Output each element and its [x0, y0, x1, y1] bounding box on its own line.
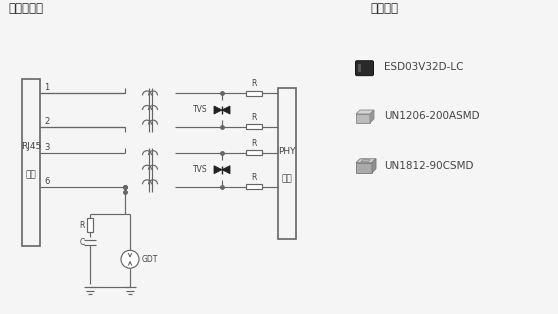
Bar [87, 219, 93, 232]
Text: C: C [79, 238, 85, 247]
Text: RJ45: RJ45 [21, 142, 41, 150]
Text: 芯片: 芯片 [282, 174, 292, 183]
Bar [246, 184, 262, 189]
Text: R: R [251, 139, 257, 148]
Text: R: R [251, 173, 257, 182]
Text: R: R [251, 113, 257, 122]
Text: 接口: 接口 [26, 170, 36, 179]
Polygon shape [222, 106, 230, 114]
Bar [22, 79, 40, 246]
Bar [246, 91, 262, 95]
Text: TVS: TVS [193, 165, 208, 174]
Text: 产品外观: 产品外观 [370, 3, 398, 15]
FancyBboxPatch shape [355, 61, 373, 76]
Polygon shape [356, 110, 374, 114]
Polygon shape [222, 166, 230, 174]
Polygon shape [214, 106, 222, 114]
Text: GDT: GDT [142, 255, 158, 264]
Text: 3: 3 [44, 143, 49, 152]
Text: TVS: TVS [193, 106, 208, 115]
Text: 1: 1 [44, 83, 49, 92]
Circle shape [121, 250, 139, 268]
Bar [246, 150, 262, 155]
Text: 2: 2 [44, 117, 49, 126]
Text: 6: 6 [44, 177, 49, 186]
Bar [358, 64, 361, 72]
Text: PHY: PHY [278, 147, 296, 156]
Text: UN1206-200ASMD: UN1206-200ASMD [384, 111, 480, 122]
Polygon shape [214, 166, 222, 174]
Polygon shape [356, 159, 376, 163]
Text: UN1812-90CSMD: UN1812-90CSMD [384, 161, 474, 171]
Polygon shape [370, 110, 374, 123]
Polygon shape [361, 160, 370, 162]
Text: R: R [251, 79, 257, 88]
Polygon shape [356, 114, 370, 123]
Text: R: R [79, 221, 85, 230]
Bar [246, 124, 262, 129]
Polygon shape [372, 159, 376, 173]
Text: ESD03V32D-LC: ESD03V32D-LC [384, 62, 464, 72]
Polygon shape [356, 163, 372, 173]
Text: 防护电路图: 防护电路图 [8, 3, 43, 15]
Bar [278, 88, 296, 239]
